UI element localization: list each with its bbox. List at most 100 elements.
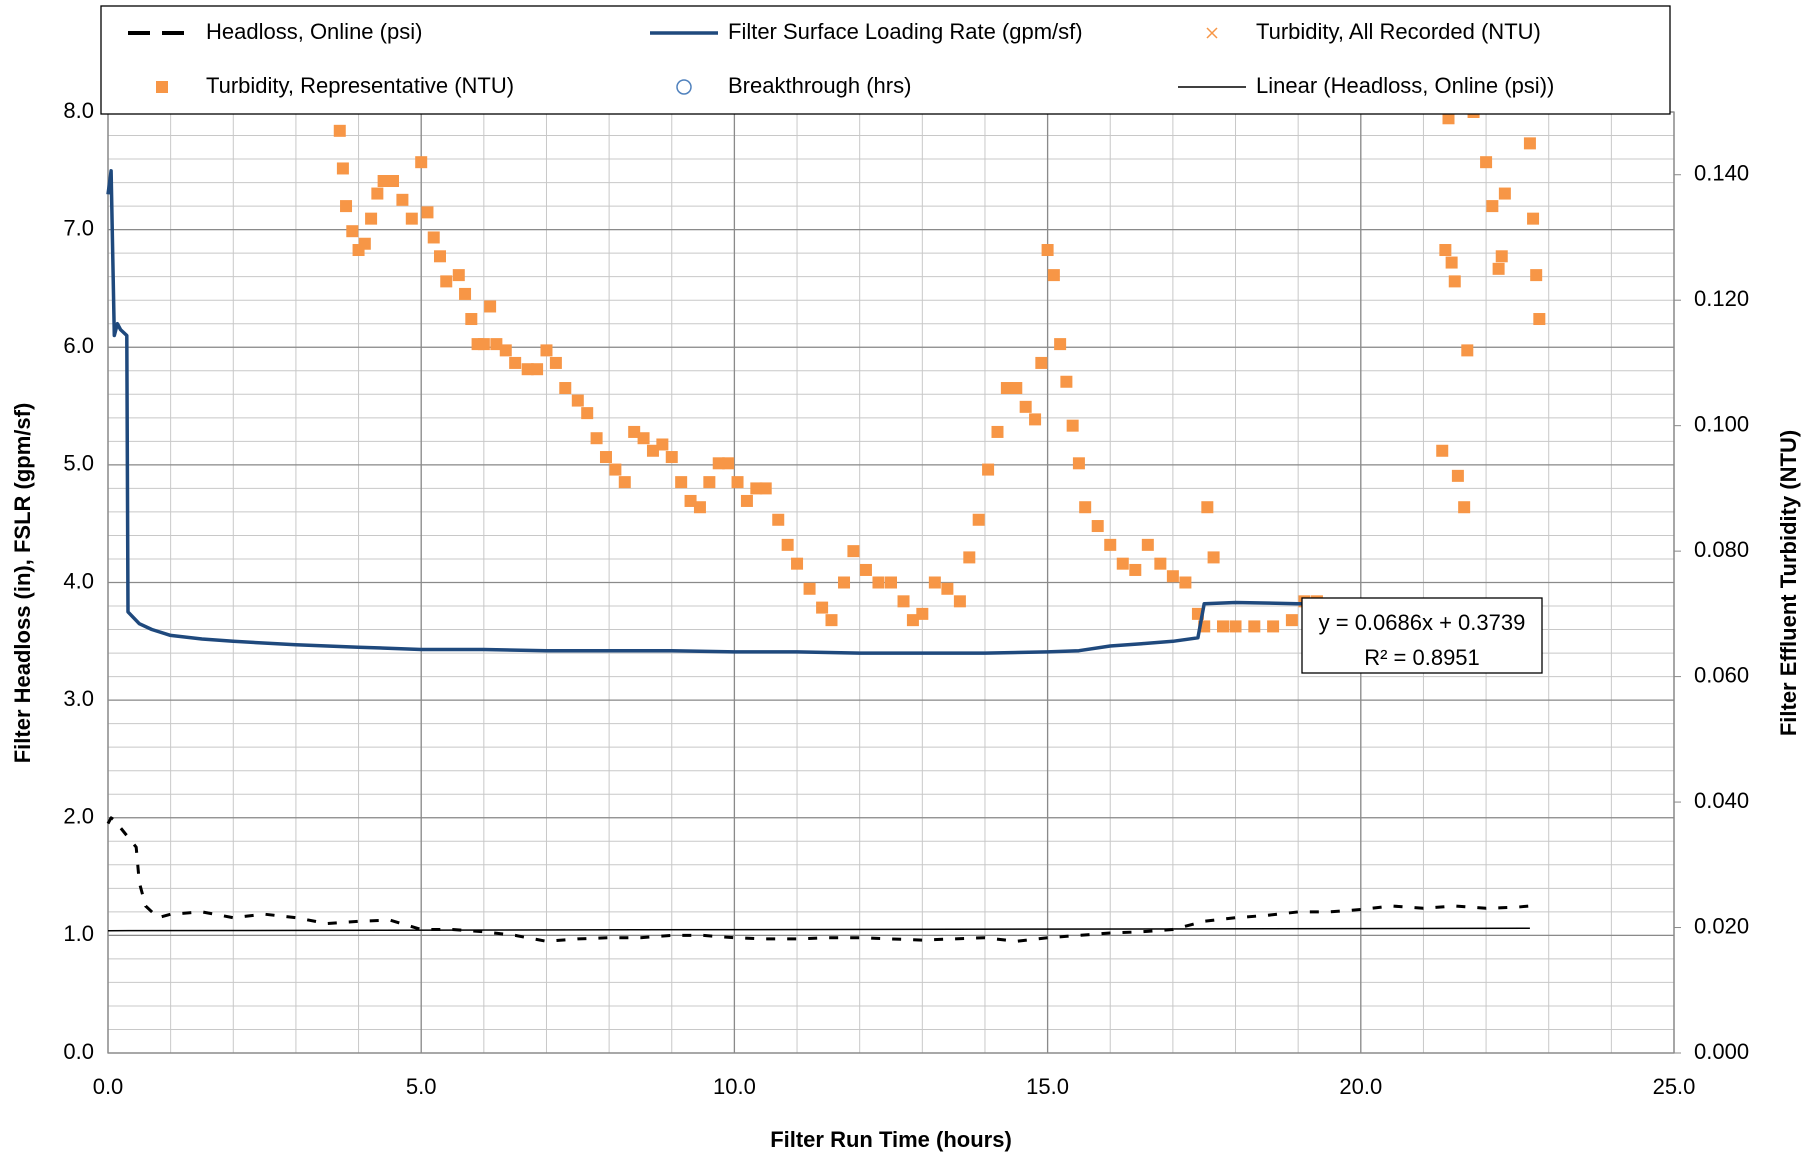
y-tick-label: 2.0 — [63, 804, 94, 829]
point — [816, 601, 829, 614]
legend-box — [100, 5, 1671, 115]
point — [433, 250, 446, 263]
series-line — [106, 816, 1531, 943]
point — [628, 425, 641, 438]
point — [499, 344, 512, 357]
y2-tick-label: 0.140 — [1694, 161, 1749, 186]
series-line — [107, 927, 1530, 932]
point — [509, 356, 522, 369]
point — [1436, 444, 1449, 457]
point — [1129, 563, 1142, 576]
point — [1116, 557, 1129, 570]
point — [1207, 551, 1220, 564]
x-tick-label: 15.0 — [1026, 1074, 1069, 1099]
point — [928, 576, 941, 589]
point — [477, 338, 490, 351]
legend-swatch — [156, 81, 168, 93]
y-tick-label: 1.0 — [63, 921, 94, 946]
point — [1451, 469, 1464, 482]
point — [365, 212, 378, 225]
point — [1179, 576, 1192, 589]
point — [387, 175, 400, 188]
point — [618, 476, 631, 489]
point — [452, 269, 465, 282]
y-tick-label: 0.0 — [63, 1039, 94, 1064]
point — [346, 225, 359, 238]
point — [1445, 256, 1458, 269]
point — [1072, 457, 1085, 470]
point — [1060, 375, 1073, 388]
point — [521, 363, 534, 376]
point — [859, 563, 872, 576]
x-tick-label: 0.0 — [93, 1074, 124, 1099]
point — [581, 407, 594, 420]
legend-label: Turbidity, Representative (NTU) — [206, 73, 514, 98]
point — [405, 212, 418, 225]
point — [440, 275, 453, 288]
point — [1104, 538, 1117, 551]
point — [1530, 269, 1543, 282]
point — [646, 444, 659, 457]
point — [693, 501, 706, 514]
point — [803, 582, 816, 595]
point — [421, 206, 434, 219]
y-axis-title: Filter Headloss (in), FSLR (gpm/sf) — [10, 403, 35, 764]
point — [371, 187, 384, 200]
point — [712, 457, 725, 470]
point — [1041, 244, 1054, 257]
point — [1439, 244, 1452, 257]
y2-tick-label: 0.000 — [1694, 1039, 1749, 1064]
point — [665, 451, 678, 464]
point — [484, 300, 497, 313]
point — [1498, 187, 1511, 200]
point — [1461, 344, 1474, 357]
annotation: y = 0.0686x + 0.3739 — [1319, 610, 1526, 635]
point — [1166, 570, 1179, 583]
point — [377, 175, 390, 188]
point — [916, 607, 929, 620]
point — [415, 156, 428, 169]
legend-label: Filter Surface Loading Rate (gpm/sf) — [728, 19, 1083, 44]
y2-tick-label: 0.040 — [1694, 788, 1749, 813]
point — [847, 545, 860, 558]
point — [1047, 269, 1060, 282]
y-tick-label: 4.0 — [63, 568, 94, 593]
point — [838, 576, 851, 589]
point — [1248, 620, 1261, 633]
y2-tick-label: 0.100 — [1694, 411, 1749, 436]
point — [1448, 275, 1461, 288]
y2-tick-label: 0.080 — [1694, 537, 1749, 562]
point — [1054, 338, 1067, 351]
point — [982, 463, 995, 476]
point — [340, 200, 353, 213]
point — [991, 425, 1004, 438]
point — [465, 313, 478, 326]
legend-label: Linear (Headloss, Online (psi)) — [1256, 73, 1554, 98]
point — [1495, 250, 1508, 263]
point — [885, 576, 897, 589]
y-tick-label: 3.0 — [63, 686, 94, 711]
point — [396, 193, 409, 206]
point — [1091, 520, 1104, 533]
point — [941, 582, 954, 595]
legend-label: Turbidity, All Recorded (NTU) — [1256, 19, 1541, 44]
point — [740, 494, 753, 507]
x-tick-label: 10.0 — [713, 1074, 756, 1099]
point — [1079, 501, 1092, 514]
point — [963, 551, 976, 564]
point — [759, 482, 772, 495]
y-tick-label: 6.0 — [63, 333, 94, 358]
point — [750, 482, 763, 495]
legend-swatch — [1206, 27, 1218, 39]
point — [781, 538, 794, 551]
point — [1533, 313, 1546, 326]
point — [559, 382, 572, 395]
point — [358, 237, 371, 250]
point — [897, 595, 910, 608]
point — [531, 363, 544, 376]
point — [675, 476, 688, 489]
point — [1527, 212, 1540, 225]
point — [1267, 620, 1280, 633]
point — [1000, 382, 1013, 395]
